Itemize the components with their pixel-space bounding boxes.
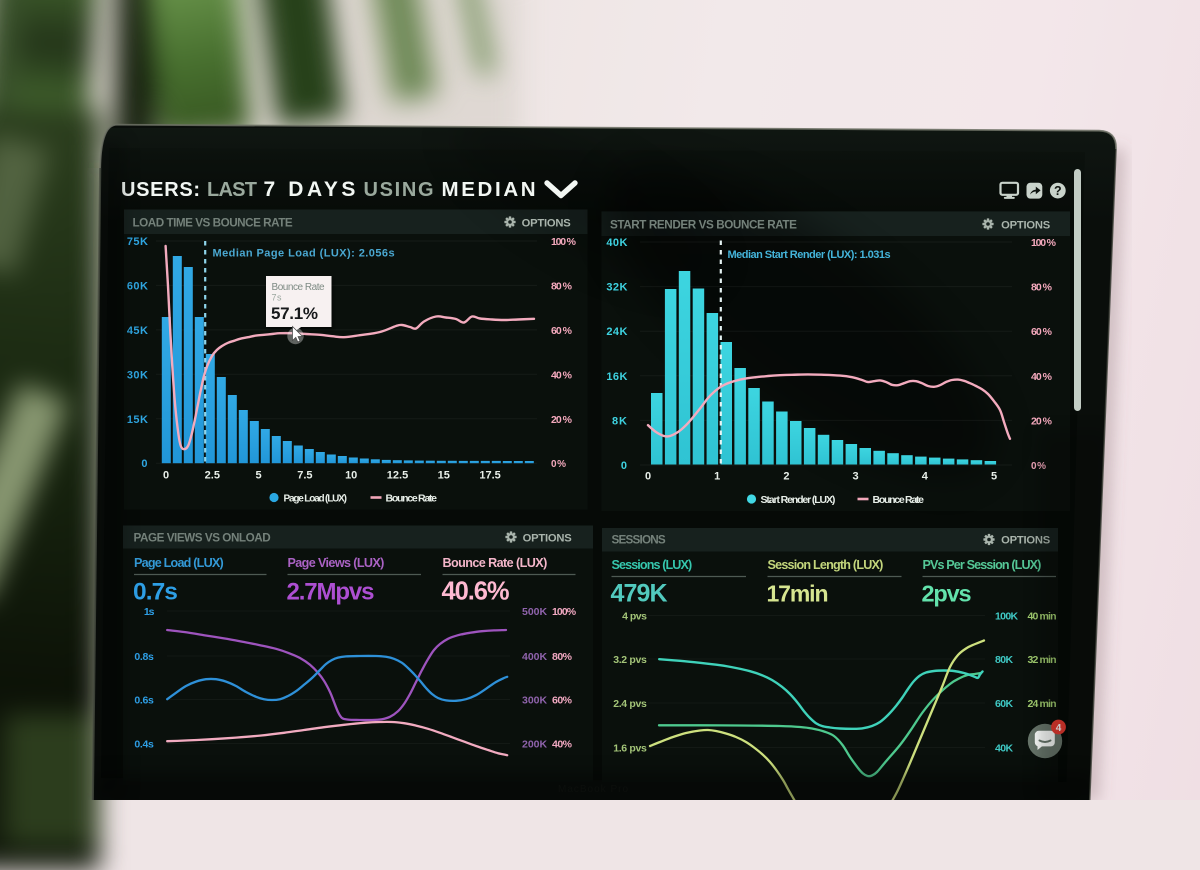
svg-text:200K: 200K: [522, 739, 548, 751]
svg-text:100 %: 100 %: [551, 236, 577, 248]
svg-text:40.6%: 40.6%: [442, 578, 509, 606]
svg-text:LOAD TIME VS BOUNCE RATE: LOAD TIME VS BOUNCE RATE: [133, 217, 293, 230]
svg-text:300K: 300K: [522, 695, 548, 707]
svg-text:7s: 7s: [272, 293, 283, 303]
svg-text:30K: 30K: [127, 369, 149, 381]
svg-text:40K: 40K: [995, 743, 1013, 755]
svg-text:OPTIONS: OPTIONS: [522, 218, 572, 230]
svg-text:Page Load (LUX): Page Load (LUX): [284, 494, 347, 505]
svg-text:2.4 pvs: 2.4 pvs: [613, 698, 647, 710]
svg-text:16K: 16K: [606, 371, 628, 383]
svg-text:3: 3: [853, 471, 859, 483]
svg-text:60%: 60%: [552, 695, 573, 707]
svg-text:5: 5: [256, 470, 262, 482]
svg-text:2: 2: [783, 471, 789, 483]
svg-text:Session Length (LUX): Session Length (LUX): [768, 558, 884, 572]
svg-text:START RENDER VS BOUNCE RATE: START RENDER VS BOUNCE RATE: [610, 219, 797, 232]
svg-text:80 %: 80 %: [1031, 282, 1053, 294]
svg-text:2pvs: 2pvs: [922, 581, 972, 607]
svg-text:0: 0: [621, 460, 628, 472]
svg-text:4 pvs: 4 pvs: [622, 611, 647, 623]
svg-text:60K: 60K: [127, 280, 149, 292]
svg-text:20 %: 20 %: [551, 414, 573, 426]
svg-text:15K: 15K: [127, 414, 149, 426]
svg-text:32K: 32K: [606, 282, 628, 294]
svg-text:100%: 100%: [552, 606, 577, 618]
svg-text:USING: USING: [364, 179, 436, 201]
svg-text:1s: 1s: [144, 606, 155, 618]
svg-text:5: 5: [991, 471, 997, 483]
svg-text:0: 0: [141, 458, 148, 470]
svg-text:Page Load (LUX): Page Load (LUX): [134, 556, 224, 570]
svg-text:4: 4: [922, 471, 929, 483]
svg-text:60K: 60K: [995, 698, 1013, 710]
svg-text:479K: 479K: [611, 580, 668, 608]
svg-text:2.5: 2.5: [205, 470, 220, 482]
svg-text:15: 15: [438, 470, 450, 482]
svg-text:0.7s: 0.7s: [133, 579, 177, 606]
svg-text:60 %: 60 %: [1031, 326, 1053, 338]
svg-text:80%: 80%: [552, 651, 573, 663]
svg-text:10: 10: [345, 470, 357, 482]
svg-text:Bounce Rate (LUX): Bounce Rate (LUX): [443, 556, 548, 570]
svg-text:1: 1: [714, 471, 720, 483]
svg-text:?: ?: [1054, 184, 1062, 198]
svg-text:75K: 75K: [127, 236, 149, 248]
svg-text:40 %: 40 %: [1031, 371, 1053, 383]
svg-text:17.5: 17.5: [479, 470, 500, 482]
svg-text:0.6s: 0.6s: [134, 695, 154, 707]
svg-text:57.1%: 57.1%: [271, 304, 318, 323]
svg-text:24K: 24K: [606, 326, 628, 338]
svg-text:8K: 8K: [612, 415, 628, 427]
svg-text:0 %: 0 %: [551, 459, 566, 470]
svg-text:Bounce Rate: Bounce Rate: [272, 282, 326, 293]
svg-text:3.2 pvs: 3.2 pvs: [613, 654, 647, 666]
svg-text:500K: 500K: [522, 606, 548, 618]
svg-text:PVs Per Session (LUX): PVs Per Session (LUX): [923, 558, 1042, 572]
svg-text:20 %: 20 %: [1031, 415, 1053, 427]
svg-text:17min: 17min: [767, 581, 828, 607]
svg-text:Median Start Render (LUX): 1.0: Median Start Render (LUX): 1.031s: [728, 249, 891, 261]
svg-text:1.6 pvs: 1.6 pvs: [613, 743, 647, 755]
svg-text:40K: 40K: [606, 237, 628, 249]
svg-text:0: 0: [163, 470, 169, 482]
svg-text:Median Page Load (LUX): 2.056s: Median Page Load (LUX): 2.056s: [213, 248, 396, 260]
svg-text:0.8s: 0.8s: [134, 651, 154, 663]
svg-text:40%: 40%: [552, 739, 573, 751]
svg-text:7 DAYS: 7 DAYS: [264, 178, 360, 201]
svg-text:0.4s: 0.4s: [134, 739, 154, 751]
svg-text:40 %: 40 %: [551, 369, 573, 381]
svg-text:SESSIONS: SESSIONS: [612, 534, 666, 547]
svg-text:Bounce Rate: Bounce Rate: [386, 493, 438, 505]
svg-text:0: 0: [645, 471, 651, 483]
svg-text:Start Render (LUX): Start Render (LUX): [761, 494, 835, 506]
svg-text:80K: 80K: [995, 654, 1013, 666]
svg-text:OPTIONS: OPTIONS: [1001, 220, 1051, 232]
svg-text:45K: 45K: [127, 325, 149, 337]
svg-text:Page Views (LUX): Page Views (LUX): [288, 556, 385, 570]
svg-text:2.7Mpvs: 2.7Mpvs: [287, 579, 375, 606]
svg-text:USERS:: USERS:: [121, 179, 201, 201]
svg-text:12.5: 12.5: [387, 470, 408, 482]
svg-text:400K: 400K: [522, 651, 548, 663]
svg-text:60 %: 60 %: [551, 325, 573, 337]
svg-text:LAST: LAST: [207, 179, 257, 201]
svg-text:100 %: 100 %: [1031, 237, 1057, 249]
svg-text:OPTIONS: OPTIONS: [523, 533, 573, 545]
svg-text:80 %: 80 %: [551, 280, 573, 292]
svg-text:7.5: 7.5: [297, 470, 312, 482]
svg-text:Bounce Rate: Bounce Rate: [873, 494, 925, 506]
svg-text:PAGE VIEWS VS ONLOAD: PAGE VIEWS VS ONLOAD: [134, 532, 271, 545]
svg-text:100K: 100K: [995, 611, 1019, 623]
svg-text:Sessions (LUX): Sessions (LUX): [612, 558, 692, 572]
svg-text:MEDIAN: MEDIAN: [442, 178, 539, 201]
